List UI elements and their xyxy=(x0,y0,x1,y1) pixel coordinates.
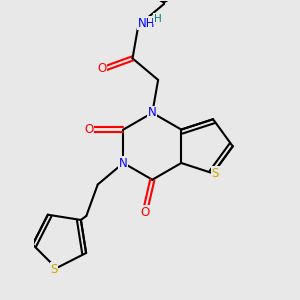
Text: N: N xyxy=(119,157,128,169)
Text: NH: NH xyxy=(138,17,155,30)
Text: O: O xyxy=(84,123,93,136)
Text: H: H xyxy=(154,14,162,23)
Text: S: S xyxy=(212,167,219,180)
Text: S: S xyxy=(50,262,58,276)
Text: O: O xyxy=(97,62,106,75)
Text: O: O xyxy=(141,206,150,219)
Text: N: N xyxy=(148,106,157,119)
